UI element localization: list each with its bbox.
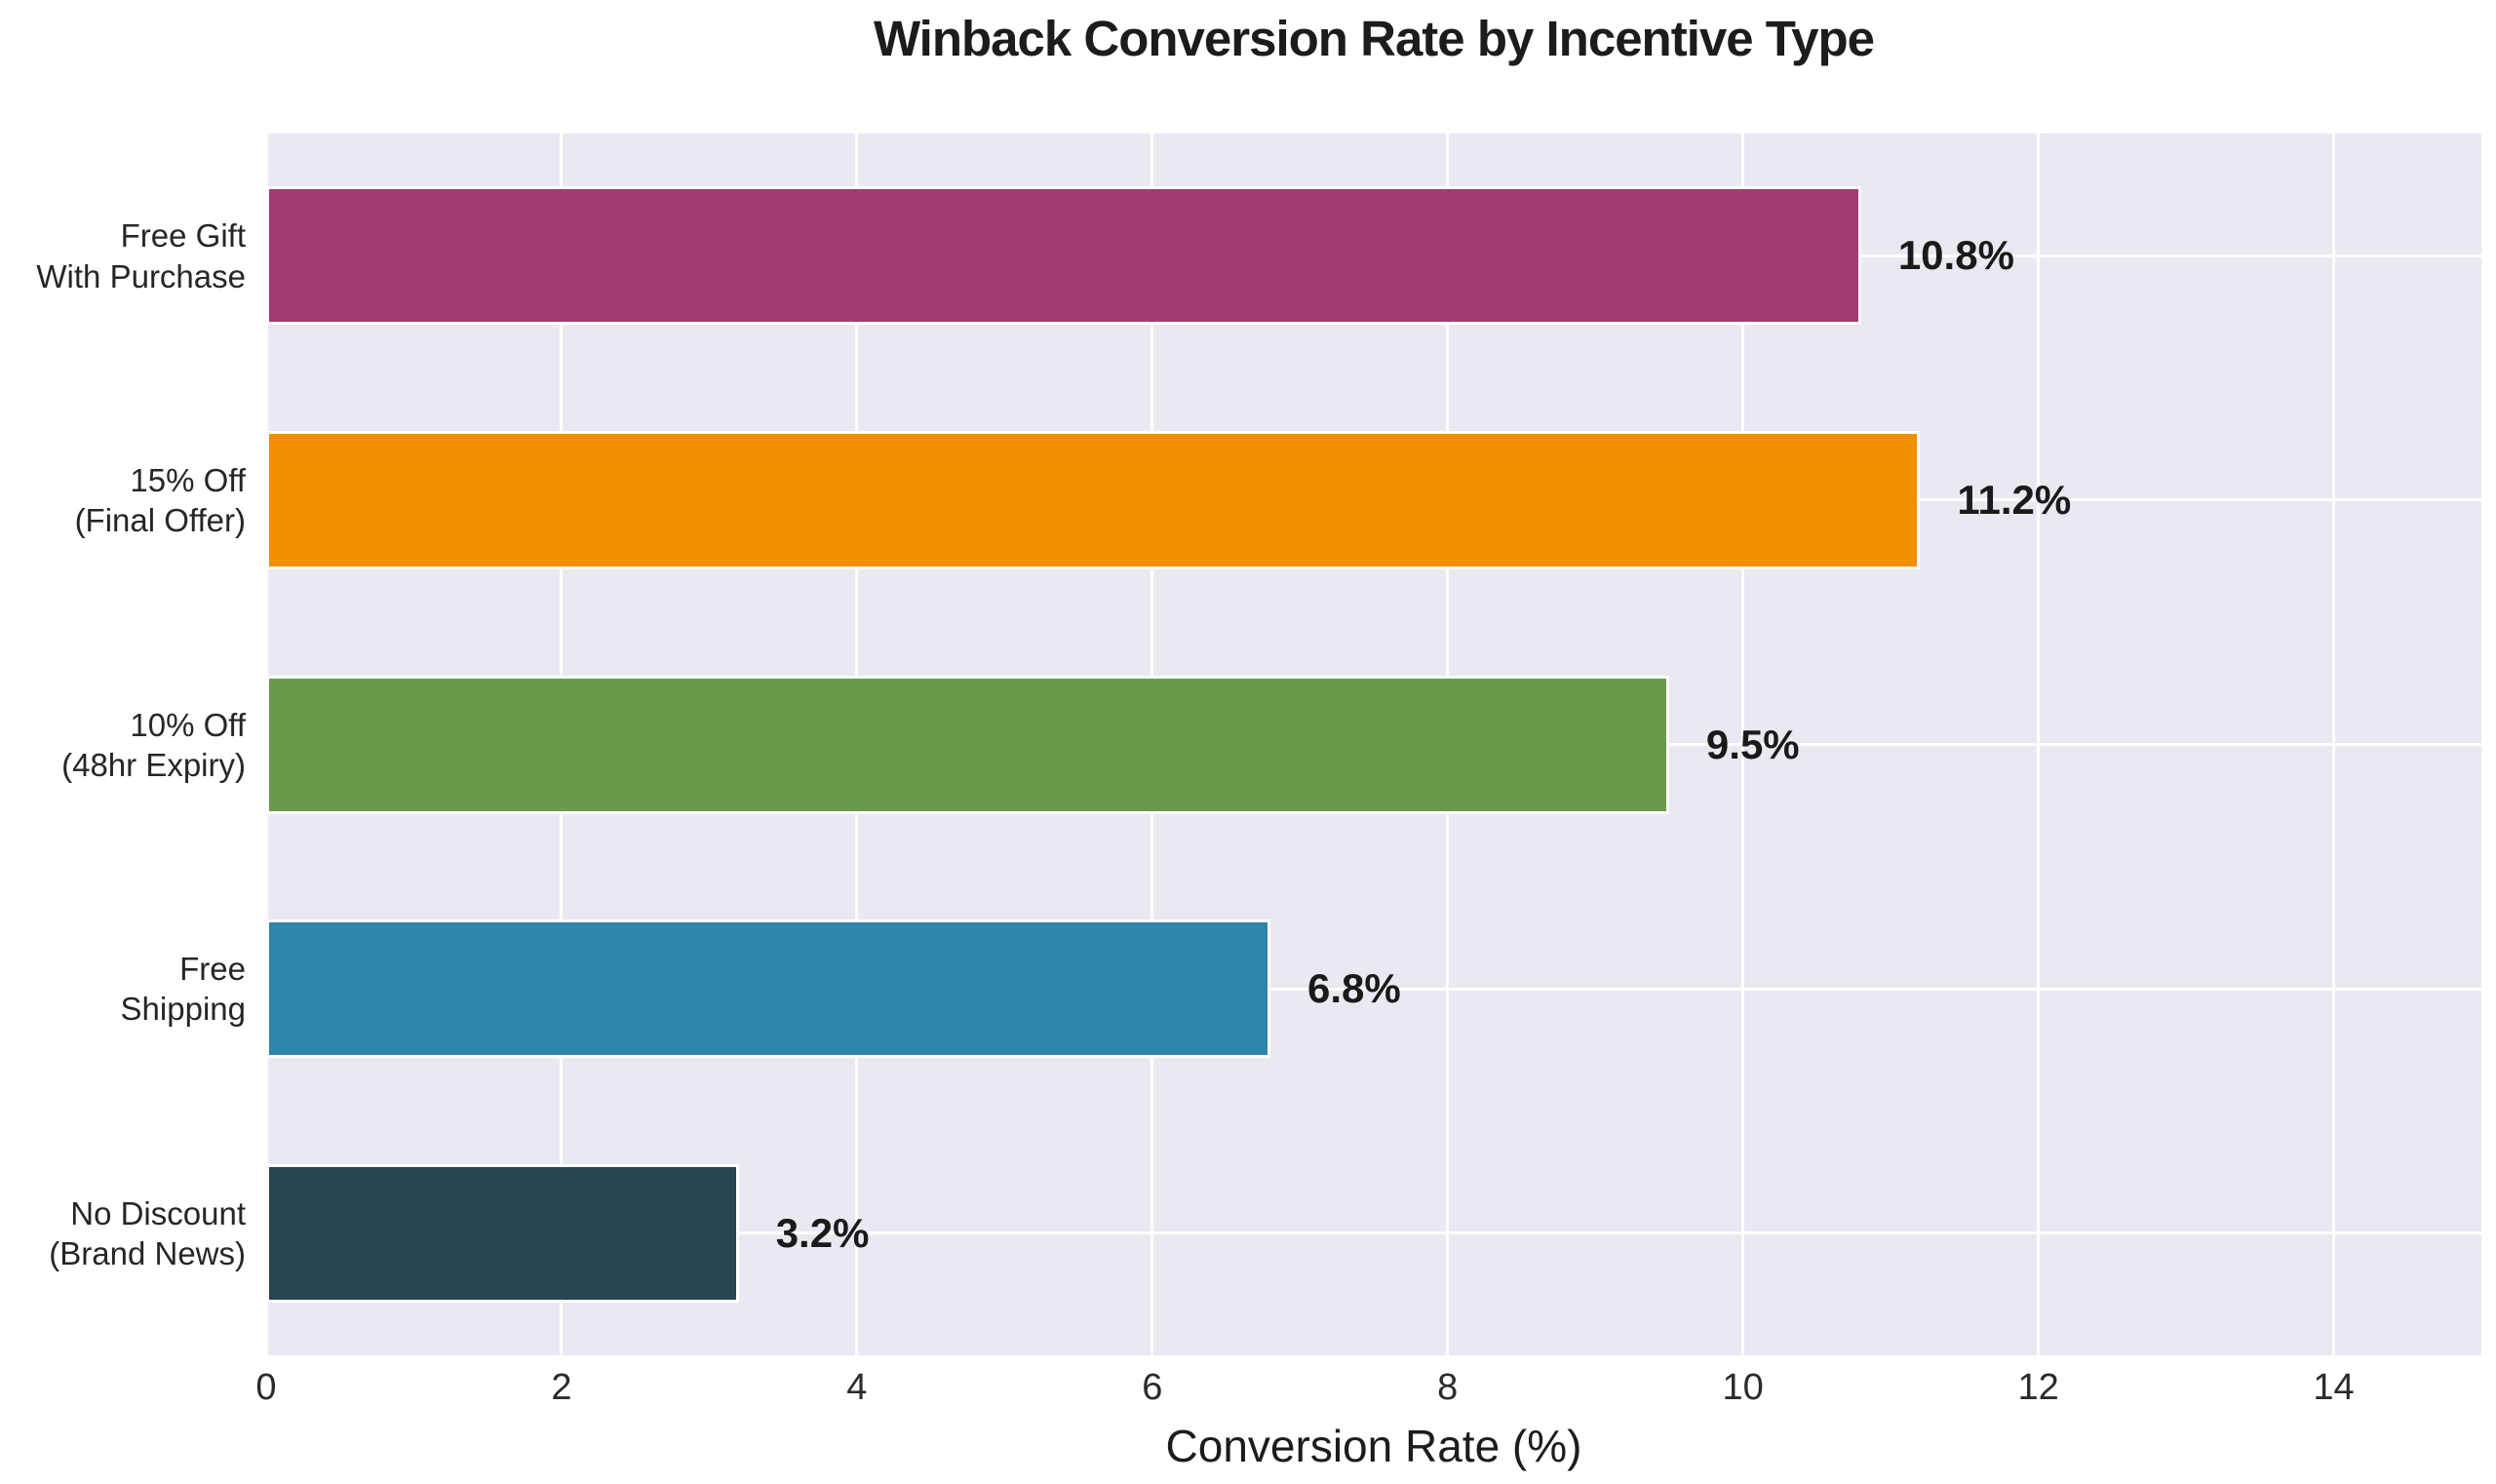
x-axis-ticks: 0 2 4 6 8 10 12 14: [255, 1367, 2481, 1416]
bar: [266, 430, 1921, 569]
value-label: 9.5%: [1705, 721, 1800, 767]
x-tick-label: 14: [2313, 1367, 2355, 1408]
gridline-horizontal: [266, 987, 2481, 991]
plot-area: 10.8% 11.2% 9.5% 6.8% 3.2%: [264, 134, 2481, 1355]
bar: [266, 1163, 739, 1303]
x-axis-label: Conversion Rate (%): [1165, 1421, 1582, 1471]
y-tick-label: No Discount (Brand News): [49, 1194, 246, 1271]
y-tick-label: Free Shipping: [120, 950, 246, 1028]
bar: [266, 919, 1270, 1059]
y-tick-label: Free Gift With Purchase: [36, 217, 246, 294]
bar: [266, 186, 1861, 326]
x-tick-label: 4: [846, 1367, 868, 1408]
bar: [266, 675, 1669, 814]
x-tick-label: 6: [1142, 1367, 1163, 1408]
value-label: 11.2%: [1957, 476, 2072, 523]
x-tick-label: 8: [1437, 1367, 1459, 1408]
x-tick-label: 12: [2017, 1367, 2059, 1408]
x-tick-label: 2: [551, 1367, 572, 1408]
y-tick-label: 10% Off (48hr Expiry): [61, 706, 246, 783]
y-axis-labels: Free Gift With Purchase 15% Off (Final Of…: [0, 134, 246, 1355]
x-tick-label: 0: [255, 1367, 277, 1408]
value-label: 10.8%: [1897, 232, 2014, 279]
y-tick-label: 15% Off (Final Offer): [74, 461, 246, 538]
chart-title: Winback Conversion Rate by Incentive Typ…: [873, 11, 1875, 66]
x-tick-label: 10: [1722, 1367, 1764, 1408]
gridline-horizontal: [266, 1231, 2481, 1235]
value-label: 3.2%: [775, 1209, 870, 1256]
value-label: 6.8%: [1306, 965, 1401, 1012]
